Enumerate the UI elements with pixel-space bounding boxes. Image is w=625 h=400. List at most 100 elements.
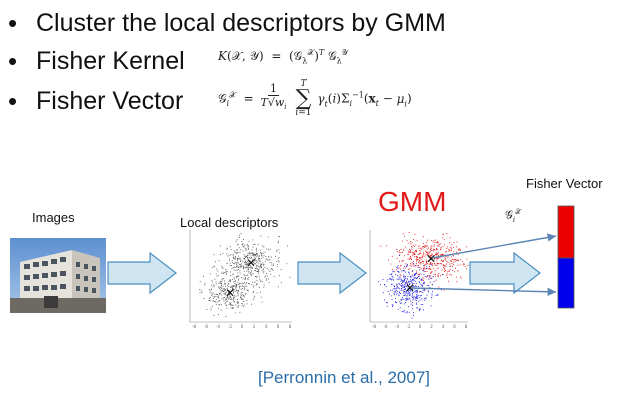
scatter-point xyxy=(442,233,444,235)
scatter-point xyxy=(429,255,431,257)
scatter-point xyxy=(241,298,243,300)
scatter-point xyxy=(420,268,422,270)
scatter-point xyxy=(409,293,411,295)
scatter-point xyxy=(253,285,255,287)
scatter-point xyxy=(239,251,241,253)
scatter-point xyxy=(260,296,262,298)
scatter-point xyxy=(255,254,257,255)
scatter-point xyxy=(243,270,245,272)
scatter-point xyxy=(247,262,249,264)
scatter-point xyxy=(397,251,398,253)
scatter-point xyxy=(226,298,227,300)
scatter-point xyxy=(218,286,220,288)
scatter-point xyxy=(420,295,421,297)
scatter-point xyxy=(218,304,220,306)
scatter-point xyxy=(419,282,421,283)
scatter-point xyxy=(408,306,409,308)
scatter-point xyxy=(406,294,408,296)
scatter-point xyxy=(413,295,415,297)
scatter-point xyxy=(436,268,438,270)
scatter-point xyxy=(239,288,241,290)
scatter-point xyxy=(424,271,426,272)
scatter-point xyxy=(246,255,248,257)
scatter-point xyxy=(423,253,425,255)
scatter-point xyxy=(455,267,456,269)
scatter-point xyxy=(392,278,394,280)
scatter-point xyxy=(233,288,235,290)
scatter-point xyxy=(234,258,236,260)
scatter-point xyxy=(403,279,405,281)
scatter-point xyxy=(237,305,239,307)
scatter-point xyxy=(432,276,434,277)
scatter-point xyxy=(259,249,261,251)
scatter-point xyxy=(255,253,257,255)
scatter-point xyxy=(276,251,278,253)
scatter-point xyxy=(254,295,256,297)
scatter-point xyxy=(422,269,424,271)
scatter-point xyxy=(431,254,433,256)
scatter-point xyxy=(416,272,417,274)
scatter-point xyxy=(434,270,436,272)
scatter-point xyxy=(247,279,249,281)
scatter-point xyxy=(402,270,404,271)
scatter-point xyxy=(245,277,246,279)
scatter-point xyxy=(401,252,403,253)
scatter-point xyxy=(390,263,392,265)
scatter-point xyxy=(260,263,262,265)
scatter-point xyxy=(405,267,406,269)
gmm-scatter-plot: -8 -6 -4 -2 0 2 4 6 8 ✕ ✕ xyxy=(369,230,469,329)
scatter-point xyxy=(258,270,260,272)
scatter-point xyxy=(276,249,278,251)
scatter-point xyxy=(247,260,248,262)
scatter-point xyxy=(440,255,442,256)
scatter-point xyxy=(391,273,392,275)
scatter-point xyxy=(415,265,417,267)
scatter-point xyxy=(434,258,435,260)
scatter-point xyxy=(416,259,418,261)
scatter-point xyxy=(403,255,405,257)
scatter-point xyxy=(445,265,447,267)
scatter-point xyxy=(232,267,234,268)
scatter-point xyxy=(404,280,405,282)
scatter-point xyxy=(234,262,236,263)
scatter-point xyxy=(235,304,237,306)
scatter-point xyxy=(418,274,420,276)
scatter-point xyxy=(232,307,234,309)
scatter-point xyxy=(217,294,218,295)
scatter-point xyxy=(414,291,416,293)
scatter-point xyxy=(262,268,264,270)
scatter-point xyxy=(416,298,418,299)
scatter-point xyxy=(222,285,224,287)
scatter-point xyxy=(236,266,237,268)
scatter-point xyxy=(382,279,384,280)
scatter-point xyxy=(434,257,436,259)
scatter-point xyxy=(420,257,421,259)
scatter-point xyxy=(412,286,414,288)
scatter-point xyxy=(402,289,404,291)
scatter-point xyxy=(252,273,254,275)
scatter-point xyxy=(258,263,260,265)
scatter-point xyxy=(401,261,403,263)
scatter-point xyxy=(240,233,242,234)
scatter-point xyxy=(430,305,432,307)
scatter-point xyxy=(226,263,228,265)
scatter-point xyxy=(411,294,413,296)
scatter-point xyxy=(222,253,224,254)
scatter-point xyxy=(384,284,385,285)
scatter-point xyxy=(262,262,264,264)
scatter-point xyxy=(420,261,422,263)
gmm-points xyxy=(378,232,469,319)
scatter-point xyxy=(233,258,235,259)
scatter-point xyxy=(393,293,395,295)
scatter-point xyxy=(218,307,220,309)
scatter-point xyxy=(245,294,246,296)
scatter-point xyxy=(406,282,408,283)
arrow-descriptors-to-gmm xyxy=(297,251,367,295)
scatter-point xyxy=(231,260,233,262)
scatter-point xyxy=(412,278,413,280)
scatter-point xyxy=(405,302,406,303)
scatter-point xyxy=(398,272,400,273)
scatter-point xyxy=(406,266,408,268)
scatter-point xyxy=(264,266,266,268)
